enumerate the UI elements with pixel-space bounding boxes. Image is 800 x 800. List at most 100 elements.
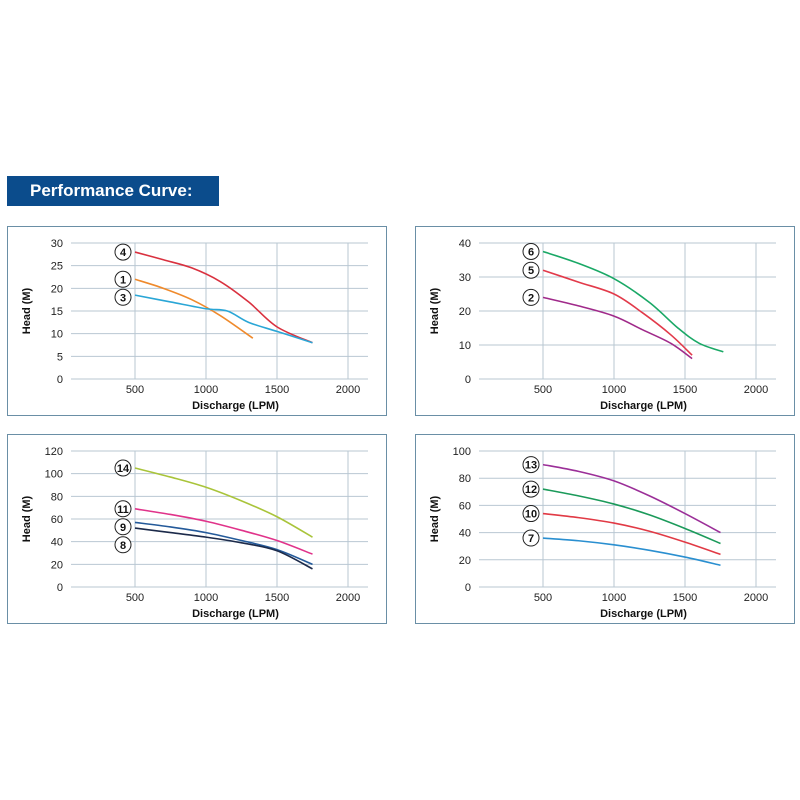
series-marker-circle bbox=[522, 505, 540, 523]
series-marker-circle bbox=[114, 270, 132, 288]
x-tick-label: 2000 bbox=[744, 592, 768, 604]
series-line-8 bbox=[134, 527, 313, 570]
chart-svg-4: 0 20 40 60 80 100 500 1000 1500 2000 Discharge (LP… bbox=[429, 446, 776, 620]
y-tick-label: 100 bbox=[453, 446, 471, 458]
series-marker-circle bbox=[522, 243, 540, 260]
x-tick-label: 1000 bbox=[602, 592, 626, 604]
chart-svg-3: 0 20 40 60 80 100 120 500 1000 1500 2000 Discharge … bbox=[21, 446, 368, 620]
y-tick-label: 80 bbox=[51, 491, 63, 503]
series-marker-label: 14 bbox=[117, 463, 130, 475]
series-line-4 bbox=[134, 251, 313, 344]
y-tick-label: 20 bbox=[459, 306, 471, 318]
series-line-12 bbox=[542, 488, 721, 545]
chart-panel-4: 0 20 40 60 80 100 500 1000 1500 2000 Discharge (LP… bbox=[415, 434, 795, 624]
x-tick-label: 1500 bbox=[265, 592, 289, 604]
series-marker-circle bbox=[522, 480, 540, 498]
series-marker-circle bbox=[114, 459, 132, 477]
series-marker-label: 11 bbox=[117, 504, 129, 516]
series-marker-label: 5 bbox=[528, 265, 534, 277]
y-tick-label: 0 bbox=[57, 582, 63, 594]
x-tick-label: 500 bbox=[534, 384, 552, 396]
page-title: Performance Curve: bbox=[7, 176, 219, 206]
series-line-5 bbox=[542, 269, 693, 356]
y-tick-label: 60 bbox=[459, 500, 471, 512]
x-tick-label: 1000 bbox=[194, 384, 218, 396]
y-tick-label: 10 bbox=[51, 329, 63, 341]
y-axis-label: Head (M) bbox=[429, 287, 441, 334]
series-line-14 bbox=[134, 467, 313, 538]
y-tick-label: 15 bbox=[51, 306, 63, 318]
chart-svg-2: 0 10 20 30 40 500 1000 1500 2000 Discharge (LPM) H… bbox=[429, 238, 776, 412]
y-tick-label: 100 bbox=[45, 469, 63, 481]
chart-panel-1: 0 5 10 15 20 25 30 500 1000 1500 2000 Discharge (LP… bbox=[7, 226, 387, 416]
series-line-3 bbox=[134, 294, 313, 344]
x-tick-label: 1000 bbox=[194, 592, 218, 604]
x-tick-label: 500 bbox=[534, 592, 552, 604]
series-marker-label: 2 bbox=[528, 292, 534, 304]
series-marker-label: 12 bbox=[525, 484, 537, 496]
y-tick-label: 60 bbox=[51, 514, 63, 526]
series-marker-label: 4 bbox=[120, 247, 127, 259]
series-marker-label: 3 bbox=[120, 292, 126, 304]
y-tick-label: 0 bbox=[465, 374, 471, 386]
y-tick-label: 40 bbox=[459, 528, 471, 540]
y-tick-label: 20 bbox=[51, 559, 63, 571]
x-tick-label: 500 bbox=[126, 592, 144, 604]
y-tick-label: 20 bbox=[459, 555, 471, 567]
x-axis-label: Discharge (LPM) bbox=[192, 400, 279, 412]
series-marker-label: 1 bbox=[120, 274, 126, 286]
y-tick-label: 0 bbox=[465, 582, 471, 594]
x-axis-label: Discharge (LPM) bbox=[600, 608, 687, 620]
series-marker-label: 8 bbox=[120, 540, 126, 552]
series-line-1 bbox=[134, 278, 254, 339]
y-tick-label: 120 bbox=[45, 446, 63, 458]
series-marker-label: 7 bbox=[528, 533, 534, 545]
x-axis-label: Discharge (LPM) bbox=[192, 608, 279, 620]
series-marker-circle bbox=[114, 500, 132, 518]
y-tick-label: 40 bbox=[459, 238, 471, 250]
x-tick-label: 1500 bbox=[265, 384, 289, 396]
x-tick-label: 2000 bbox=[336, 592, 360, 604]
chart-panel-3: 0 20 40 60 80 100 120 500 1000 1500 2000 Discharge … bbox=[7, 434, 387, 624]
series-marker-circle bbox=[114, 518, 132, 536]
series-line-9 bbox=[134, 521, 313, 566]
y-tick-label: 10 bbox=[459, 340, 471, 352]
x-tick-label: 2000 bbox=[744, 384, 768, 396]
series-marker-circle bbox=[522, 288, 540, 306]
series-marker-circle bbox=[114, 243, 132, 261]
series-line-13 bbox=[542, 463, 721, 534]
series-marker-circle bbox=[522, 529, 540, 547]
x-tick-label: 500 bbox=[126, 384, 144, 396]
y-tick-label: 80 bbox=[459, 473, 471, 485]
chart-svg-1: 0 5 10 15 20 25 30 500 1000 1500 2000 Discharge (LP… bbox=[21, 238, 368, 412]
series-marker-circle bbox=[522, 456, 540, 474]
series-line-11 bbox=[134, 508, 313, 555]
y-tick-label: 30 bbox=[51, 238, 63, 250]
x-tick-label: 1500 bbox=[673, 592, 697, 604]
y-axis-label: Head (M) bbox=[21, 287, 33, 334]
y-tick-label: 0 bbox=[57, 374, 63, 386]
y-tick-label: 20 bbox=[51, 283, 63, 295]
series-line-2 bbox=[542, 296, 693, 360]
series-marker-circle bbox=[114, 288, 132, 306]
series-marker-label: 10 bbox=[525, 509, 537, 521]
series-marker-circle bbox=[114, 536, 132, 554]
x-tick-label: 1000 bbox=[602, 384, 626, 396]
y-tick-label: 25 bbox=[51, 261, 63, 273]
series-line-6 bbox=[542, 250, 724, 353]
x-axis-label: Discharge (LPM) bbox=[600, 400, 687, 412]
y-tick-label: 40 bbox=[51, 537, 63, 549]
series-line-7 bbox=[542, 537, 721, 567]
series-marker-label: 6 bbox=[528, 247, 534, 259]
chart-panel-2: 0 10 20 30 40 500 1000 1500 2000 Discharge (LPM) H… bbox=[415, 226, 795, 416]
series-marker-label: 13 bbox=[525, 460, 537, 472]
y-tick-label: 30 bbox=[459, 272, 471, 284]
y-axis-label: Head (M) bbox=[429, 495, 441, 542]
series-line-10 bbox=[542, 512, 721, 556]
x-tick-label: 1500 bbox=[673, 384, 697, 396]
y-axis-label: Head (M) bbox=[21, 495, 33, 542]
x-tick-label: 2000 bbox=[336, 384, 360, 396]
series-marker-circle bbox=[522, 261, 540, 279]
series-marker-label: 9 bbox=[120, 522, 126, 534]
y-tick-label: 5 bbox=[57, 351, 63, 363]
